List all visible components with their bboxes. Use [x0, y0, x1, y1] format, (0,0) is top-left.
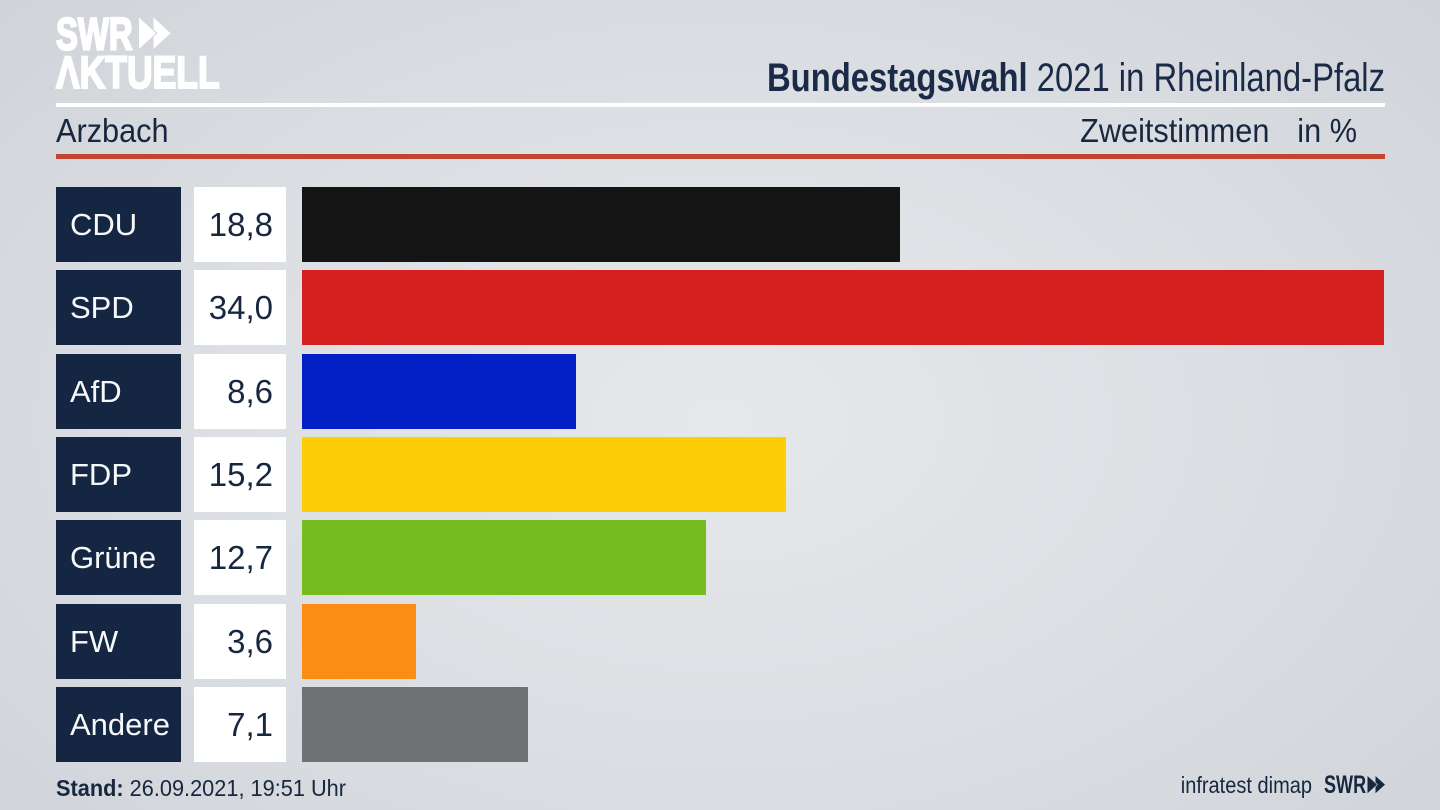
svg-text:SWR: SWR — [1324, 771, 1366, 797]
svg-text:ΛKTUELL: ΛKTUELL — [56, 47, 220, 98]
svg-text:SWR: SWR — [56, 9, 133, 59]
